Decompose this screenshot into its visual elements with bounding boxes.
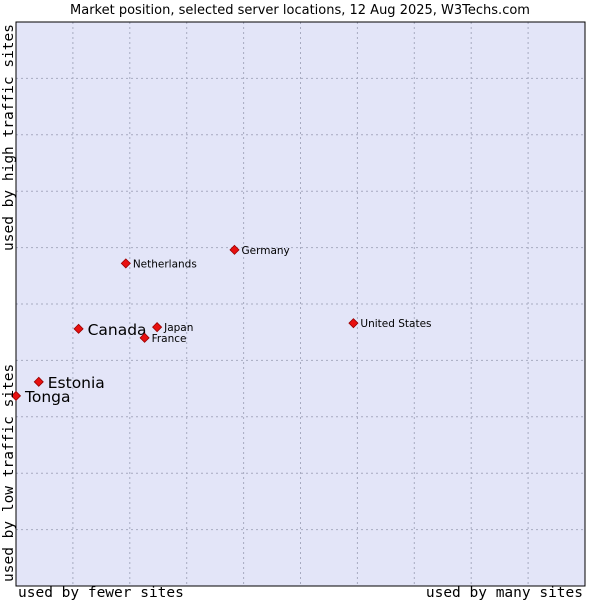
- data-label-united-states: United States: [360, 318, 431, 330]
- data-point-japan: [152, 322, 163, 333]
- data-label-canada: Canada: [88, 321, 147, 339]
- x-axis-label-low: used by fewer sites: [18, 585, 184, 600]
- data-label-netherlands: Netherlands: [133, 258, 197, 270]
- data-label-germany: Germany: [241, 245, 289, 257]
- data-label-tonga: Tonga: [24, 388, 70, 406]
- data-label-france: France: [152, 333, 187, 345]
- data-point-germany: [229, 244, 240, 255]
- data-points: Germany Netherlands United States Canada Jap…: [10, 244, 432, 406]
- data-point-france: [139, 332, 150, 343]
- data-label-estonia: Estonia: [48, 374, 105, 392]
- data-point-united-states: [348, 318, 359, 329]
- data-label-japan: Japan: [163, 322, 193, 334]
- y-axis-label-high: used by high traffic sites: [1, 24, 17, 251]
- grid: [16, 22, 585, 586]
- chart-title: Market position, selected server locatio…: [70, 3, 530, 18]
- plot-border: [15, 21, 586, 587]
- data-point-netherlands: [120, 258, 131, 269]
- data-point-tonga: [10, 390, 22, 401]
- data-point-estonia: [33, 376, 44, 387]
- data-point-canada: [73, 323, 84, 334]
- x-axis-label-high: used by many sites: [426, 585, 583, 600]
- y-axis-label-low: used by low traffic sites: [1, 364, 17, 582]
